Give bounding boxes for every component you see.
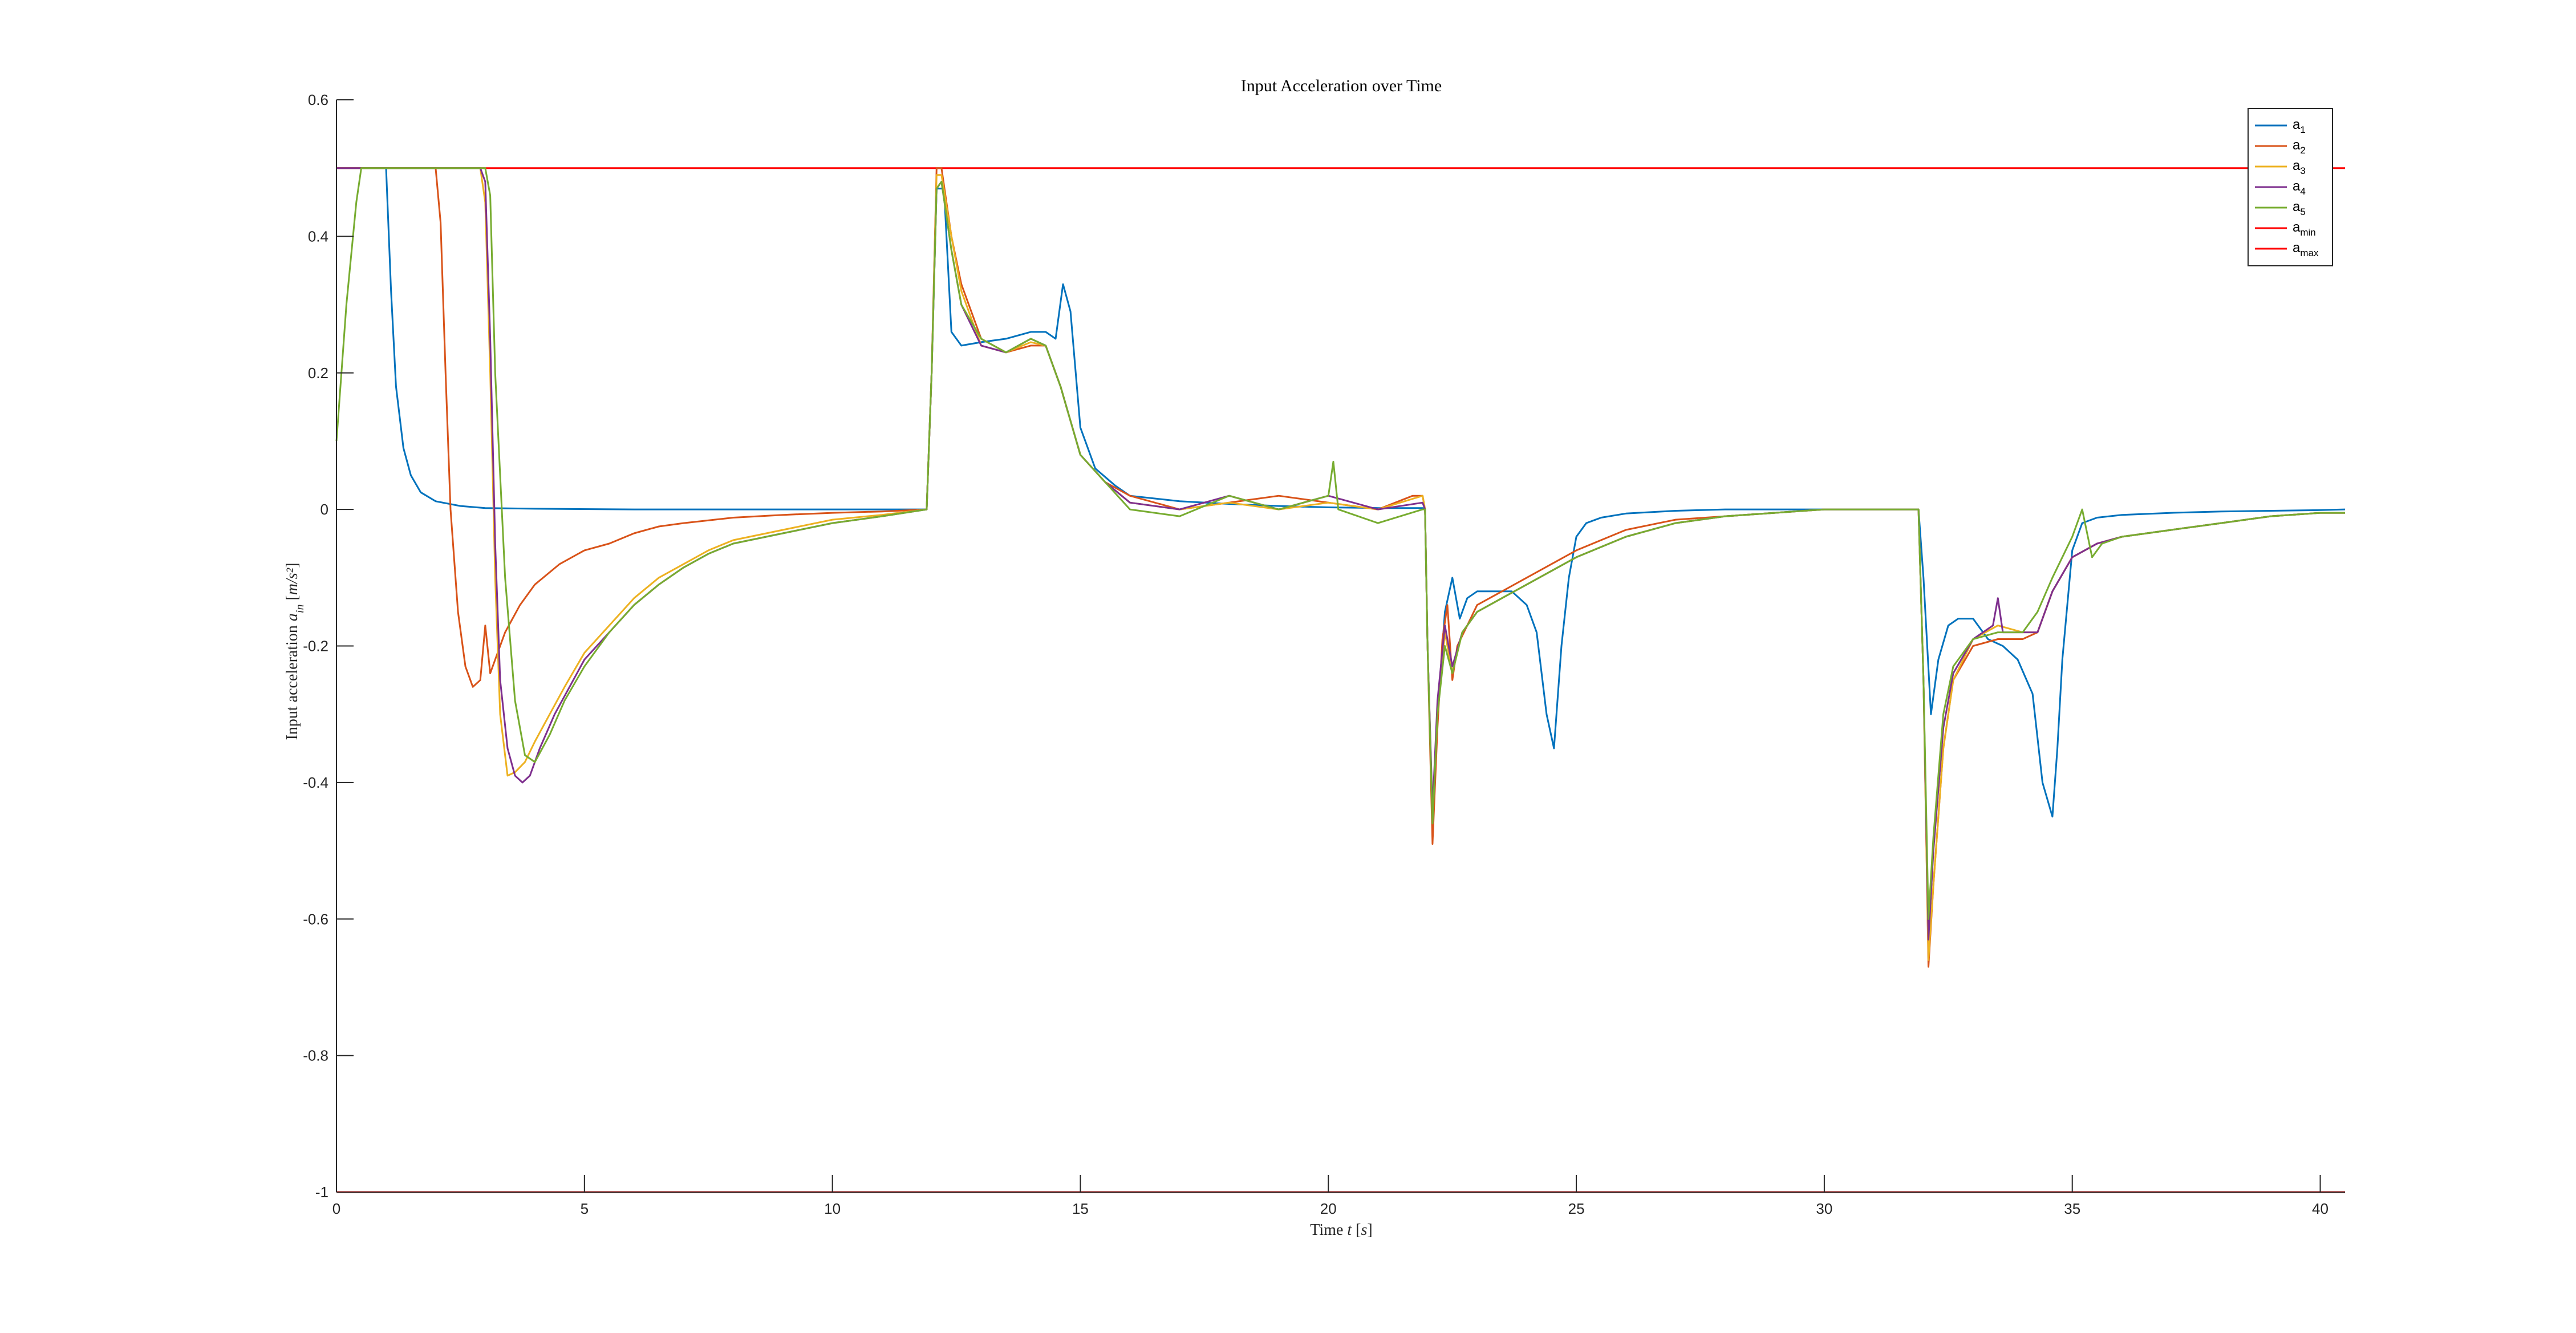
- x-tick-label: 30: [1816, 1200, 1832, 1217]
- legend-entry: a4: [2293, 179, 2306, 197]
- series-line-a5: [335, 167, 2345, 920]
- x-tick-label: 5: [581, 1200, 589, 1217]
- x-tick-label: 0: [332, 1200, 340, 1217]
- x-tick-label: 15: [1072, 1200, 1089, 1217]
- series-lines: [335, 167, 2346, 968]
- y-tick-label: -0.4: [303, 774, 328, 791]
- x-tick-label: 35: [2064, 1200, 2080, 1217]
- y-tick-label: -0.8: [303, 1047, 328, 1064]
- chart-title: Input Acceleration over Time: [1241, 76, 1442, 95]
- legend-entry: a2: [2293, 137, 2306, 156]
- legend-entry: a5: [2293, 199, 2306, 217]
- y-tick-label: 0.4: [308, 228, 328, 245]
- y-axis-label: Input acceleration ain [m/s²]: [283, 563, 306, 740]
- y-tick-label: 0: [321, 501, 328, 518]
- x-tick-label: 40: [2312, 1200, 2328, 1217]
- x-tick-label: 25: [1568, 1200, 1585, 1217]
- y-tick-label: -0.2: [303, 638, 328, 655]
- legend-entry: amin: [2293, 220, 2316, 238]
- legend-entry: amax: [2293, 240, 2319, 258]
- y-tick-label: 0.6: [308, 91, 328, 108]
- y-tick-label: -1: [315, 1184, 328, 1201]
- x-tick-label: 10: [824, 1200, 841, 1217]
- legend: a1 a2 a3 a4 a5 amin amax: [2248, 108, 2333, 266]
- x-axis-ticks: 0 5 10 15 20 25 30 35 40: [332, 1175, 2328, 1217]
- y-tick-label: -0.6: [303, 910, 328, 927]
- legend-entry: a1: [2293, 117, 2306, 135]
- x-axis-label: Time t [s]: [1310, 1221, 1372, 1239]
- x-tick-label: 20: [1320, 1200, 1337, 1217]
- legend-entry: a3: [2293, 158, 2306, 176]
- series-line-a3: [336, 167, 2345, 961]
- y-tick-label: 0.2: [308, 364, 328, 382]
- y-axis-ticks: -1 -0.8 -0.6 -0.4 -0.2 0 0.2 0.4 0.6: [303, 91, 354, 1201]
